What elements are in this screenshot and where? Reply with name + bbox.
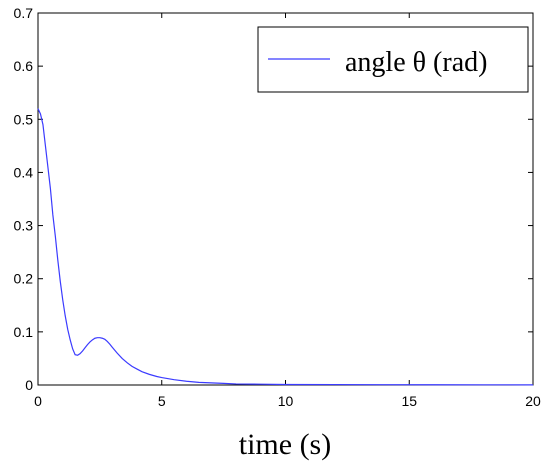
x-tick-label: 5 xyxy=(158,393,166,409)
legend-label: angle θ (rad) xyxy=(345,47,487,78)
x-tick-label: 15 xyxy=(401,393,417,409)
x-axis-title: time (s) xyxy=(239,428,331,461)
y-tick-label: 0 xyxy=(25,377,33,393)
y-tick-label: 0.2 xyxy=(14,271,34,287)
y-tick-label: 0.1 xyxy=(14,324,34,340)
y-tick-label: 0.5 xyxy=(14,111,34,127)
x-tick-labels: 0 5 10 15 20 xyxy=(34,393,541,409)
x-tick-label: 10 xyxy=(278,393,294,409)
y-tick-label: 0.6 xyxy=(14,58,34,74)
y-tick-label: 0.7 xyxy=(14,5,34,21)
y-tick-label: 0.4 xyxy=(14,164,34,180)
x-tick-label: 20 xyxy=(525,393,541,409)
x-tick-label: 0 xyxy=(34,393,42,409)
y-tick-labels: 0 0.1 0.2 0.3 0.4 0.5 0.6 0.7 xyxy=(14,5,34,393)
axis-ticks xyxy=(37,12,534,386)
series-line-angle xyxy=(37,108,534,386)
legend: angle θ (rad) xyxy=(257,26,529,93)
y-tick-label: 0.3 xyxy=(14,218,34,234)
